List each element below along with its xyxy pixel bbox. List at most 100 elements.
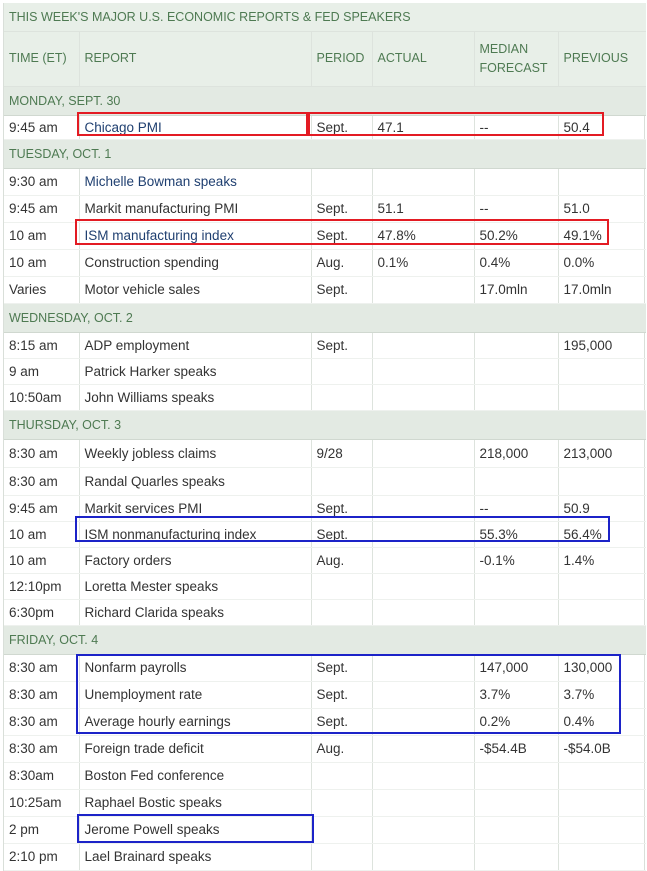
cell-previous: 3.7% bbox=[558, 681, 647, 709]
table-row: 8:30 am Weekly jobless claims 9/28 218,000 2… bbox=[4, 439, 647, 468]
cell-period: Sept. bbox=[311, 708, 373, 736]
col-header-forecast-line1: MEDIAN bbox=[479, 41, 529, 56]
cell-actual bbox=[372, 332, 475, 359]
cell-period bbox=[311, 762, 373, 790]
cell-time: 2 pm bbox=[4, 816, 80, 844]
cell-previous bbox=[558, 816, 647, 844]
cell-previous bbox=[558, 467, 647, 496]
cell-report: Markit services PMI bbox=[79, 495, 312, 522]
cell-actual bbox=[372, 789, 475, 817]
day-label: MONDAY, SEPT. 30 bbox=[4, 85, 647, 116]
cell-report[interactable]: Michelle Bowman speaks bbox=[79, 168, 312, 196]
col-header-forecast: MEDIAN FORECAST bbox=[474, 31, 559, 87]
cell-actual bbox=[372, 654, 475, 682]
cell-forecast: 147,000 bbox=[474, 654, 559, 682]
cell-time: 8:30 am bbox=[4, 439, 80, 468]
day-header-row: WEDNESDAY, OCT. 2 bbox=[4, 302, 647, 333]
cell-period: Sept. bbox=[311, 276, 373, 304]
cell-period bbox=[311, 843, 373, 871]
cell-report: Nonfarm payrolls bbox=[79, 654, 312, 682]
table-row: 10 am Factory orders Aug. -0.1% 1.4% bbox=[4, 547, 647, 574]
cell-time: 8:30 am bbox=[4, 654, 80, 682]
cell-time: 9:45 am bbox=[4, 115, 80, 140]
cell-forecast: 3.7% bbox=[474, 681, 559, 709]
cell-time: 12:10pm bbox=[4, 573, 80, 600]
cell-actual bbox=[372, 467, 475, 496]
cell-time: 8:30 am bbox=[4, 467, 80, 496]
cell-period: Sept. bbox=[311, 222, 373, 250]
cell-previous bbox=[558, 843, 647, 871]
col-header-actual: ACTUAL bbox=[372, 31, 475, 87]
table-row: 9:30 am Michelle Bowman speaks bbox=[4, 168, 647, 196]
cell-previous: 49.1% bbox=[558, 222, 647, 250]
cell-forecast: -- bbox=[474, 115, 559, 140]
cell-time: Varies bbox=[4, 276, 80, 304]
cell-actual bbox=[372, 168, 475, 196]
table-row: 8:30 am Unemployment rate Sept. 3.7% 3.7% bbox=[4, 681, 647, 709]
table-title: THIS WEEK'S MAJOR U.S. ECONOMIC REPORTS … bbox=[4, 3, 647, 32]
cell-time: 8:30am bbox=[4, 762, 80, 790]
cell-report: Jerome Powell speaks bbox=[79, 816, 312, 844]
cell-time: 8:15 am bbox=[4, 332, 80, 359]
table-row: 10:25am Raphael Bostic speaks bbox=[4, 789, 647, 817]
col-header-period: PERIOD bbox=[311, 31, 373, 87]
cell-report: Richard Clarida speaks bbox=[79, 599, 312, 626]
table-row: 8:30 am Foreign trade deficit Aug. -$54.4B -… bbox=[4, 735, 647, 763]
cell-time: 9:45 am bbox=[4, 495, 80, 522]
economic-calendar-table: THIS WEEK'S MAJOR U.S. ECONOMIC REPORTS … bbox=[4, 3, 647, 871]
cell-forecast bbox=[474, 467, 559, 496]
cell-report[interactable]: Chicago PMI bbox=[79, 115, 312, 140]
cell-report[interactable]: ISM manufacturing index bbox=[79, 222, 312, 250]
cell-forecast bbox=[474, 816, 559, 844]
cell-previous bbox=[558, 762, 647, 790]
table-row: 8:30 am Nonfarm payrolls Sept. 147,000 130,0… bbox=[4, 654, 647, 682]
cell-actual bbox=[372, 495, 475, 522]
table-row: 8:30am Boston Fed conference bbox=[4, 762, 647, 790]
day-header-row: TUESDAY, OCT. 1 bbox=[4, 138, 647, 169]
cell-report: Average hourly earnings bbox=[79, 708, 312, 736]
cell-report: ISM nonmanufacturing index bbox=[79, 521, 312, 548]
cell-previous: 213,000 bbox=[558, 439, 647, 468]
cell-actual bbox=[372, 521, 475, 548]
col-header-report: REPORT bbox=[79, 31, 312, 87]
cell-actual: 47.1 bbox=[372, 115, 475, 140]
cell-previous: 0.4% bbox=[558, 708, 647, 736]
cell-actual bbox=[372, 708, 475, 736]
cell-forecast bbox=[474, 573, 559, 600]
day-label: FRIDAY, OCT. 4 bbox=[4, 624, 647, 655]
cell-time: 9:30 am bbox=[4, 168, 80, 196]
cell-time: 8:30 am bbox=[4, 681, 80, 709]
cell-actual bbox=[372, 358, 475, 385]
cell-period: Sept. bbox=[311, 681, 373, 709]
cell-report: Raphael Bostic speaks bbox=[79, 789, 312, 817]
cell-forecast: 0.2% bbox=[474, 708, 559, 736]
cell-previous bbox=[558, 573, 647, 600]
cell-period bbox=[311, 599, 373, 626]
cell-previous bbox=[558, 384, 647, 411]
economic-calendar: THIS WEEK'S MAJOR U.S. ECONOMIC REPORTS … bbox=[3, 3, 647, 871]
cell-time: 6:30pm bbox=[4, 599, 80, 626]
table-row: 8:15 am ADP employment Sept. 195,000 bbox=[4, 332, 647, 359]
cell-time: 2:10 pm bbox=[4, 843, 80, 871]
cell-previous: 195,000 bbox=[558, 332, 647, 359]
cell-report: John Williams speaks bbox=[79, 384, 312, 411]
day-label: TUESDAY, OCT. 1 bbox=[4, 138, 647, 169]
cell-previous: -$54.0B bbox=[558, 735, 647, 763]
cell-actual: 51.1 bbox=[372, 195, 475, 223]
cell-previous: 0.0% bbox=[558, 249, 647, 277]
cell-forecast: 55.3% bbox=[474, 521, 559, 548]
cell-period bbox=[311, 573, 373, 600]
table-row: 6:30pm Richard Clarida speaks bbox=[4, 599, 647, 626]
table-row: 9:45 am Chicago PMI Sept. 47.1 -- 50.4 bbox=[4, 115, 647, 140]
cell-forecast bbox=[474, 332, 559, 359]
table-row: 2 pm Jerome Powell speaks bbox=[4, 816, 647, 844]
cell-period: 9/28 bbox=[311, 439, 373, 468]
cell-period: Sept. bbox=[311, 654, 373, 682]
cell-time: 8:30 am bbox=[4, 708, 80, 736]
cell-forecast: -$54.4B bbox=[474, 735, 559, 763]
cell-actual: 47.8% bbox=[372, 222, 475, 250]
col-header-forecast-line2: FORECAST bbox=[479, 60, 548, 75]
cell-period bbox=[311, 467, 373, 496]
cell-forecast: -- bbox=[474, 495, 559, 522]
cell-forecast bbox=[474, 358, 559, 385]
